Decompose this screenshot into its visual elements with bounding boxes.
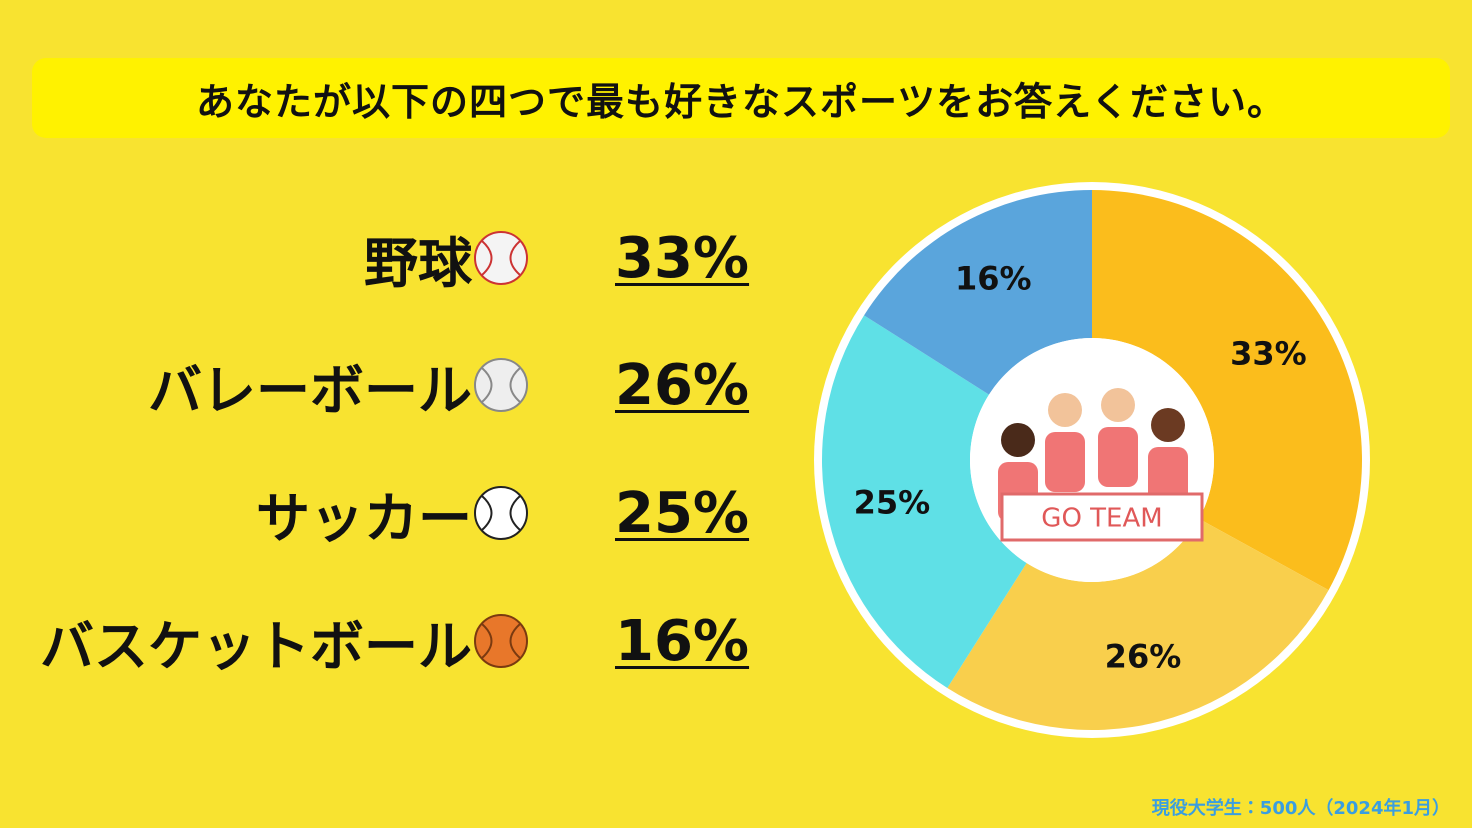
- person-head: [1101, 388, 1135, 422]
- ball: [474, 231, 528, 285]
- slice-label: 25%: [854, 484, 931, 522]
- slice-label: 33%: [1230, 335, 1307, 373]
- ball-seam: [481, 367, 521, 403]
- legend-row: 野球: [0, 218, 530, 298]
- legend-row: サッカー: [0, 473, 530, 553]
- source-note: 現役大学生：500人（2024年1月）: [1151, 798, 1450, 819]
- ball: [474, 614, 528, 668]
- chart-title: あなたが以下の四つで最も好きなスポーツをお答えください。: [195, 79, 1287, 124]
- percent-label: 33%: [615, 225, 750, 291]
- person-head: [1048, 393, 1082, 427]
- person-body: [1045, 432, 1085, 492]
- sport-icon: [474, 358, 528, 412]
- percent-row: 25%: [615, 473, 749, 553]
- percent-label: 25%: [615, 480, 750, 546]
- sport-icon: [474, 231, 528, 285]
- sport-icon: [474, 614, 528, 668]
- percent-row: 16%: [615, 601, 749, 681]
- person-body: [1098, 427, 1138, 487]
- ball-seam: [481, 623, 521, 659]
- ball-seam: [481, 495, 521, 531]
- category-label: サッカー: [256, 486, 472, 550]
- percent-label: 16%: [615, 608, 750, 674]
- person-head: [1151, 408, 1185, 442]
- slice-label: 16%: [955, 259, 1032, 297]
- ball: [474, 358, 528, 412]
- percent-label: 26%: [615, 352, 750, 418]
- ball: [474, 486, 528, 540]
- percent-row: 33%: [615, 218, 749, 298]
- legend-row: バレーボール: [0, 345, 530, 425]
- slice-label: 26%: [1105, 638, 1182, 676]
- sport-icon: [474, 486, 528, 540]
- donut-slice: [947, 518, 1329, 731]
- legend-row: バスケットボール: [0, 601, 530, 681]
- donut-slice: [864, 190, 1092, 395]
- category-label: バスケットボール: [40, 614, 472, 678]
- percent-row: 26%: [615, 345, 749, 425]
- ball-seam: [481, 240, 521, 276]
- person-body: [1148, 447, 1188, 507]
- category-label: 野球: [364, 231, 472, 295]
- banner: [1000, 492, 1204, 542]
- title-box: あなたが以下の四つで最も好きなスポーツをお答えください。: [32, 58, 1450, 138]
- banner-text: GO TEAM: [1041, 504, 1162, 534]
- person-head: [1001, 423, 1035, 457]
- donut-slice: [821, 315, 1027, 688]
- donut-slice: [1092, 190, 1362, 591]
- category-label: バレーボール: [148, 358, 472, 422]
